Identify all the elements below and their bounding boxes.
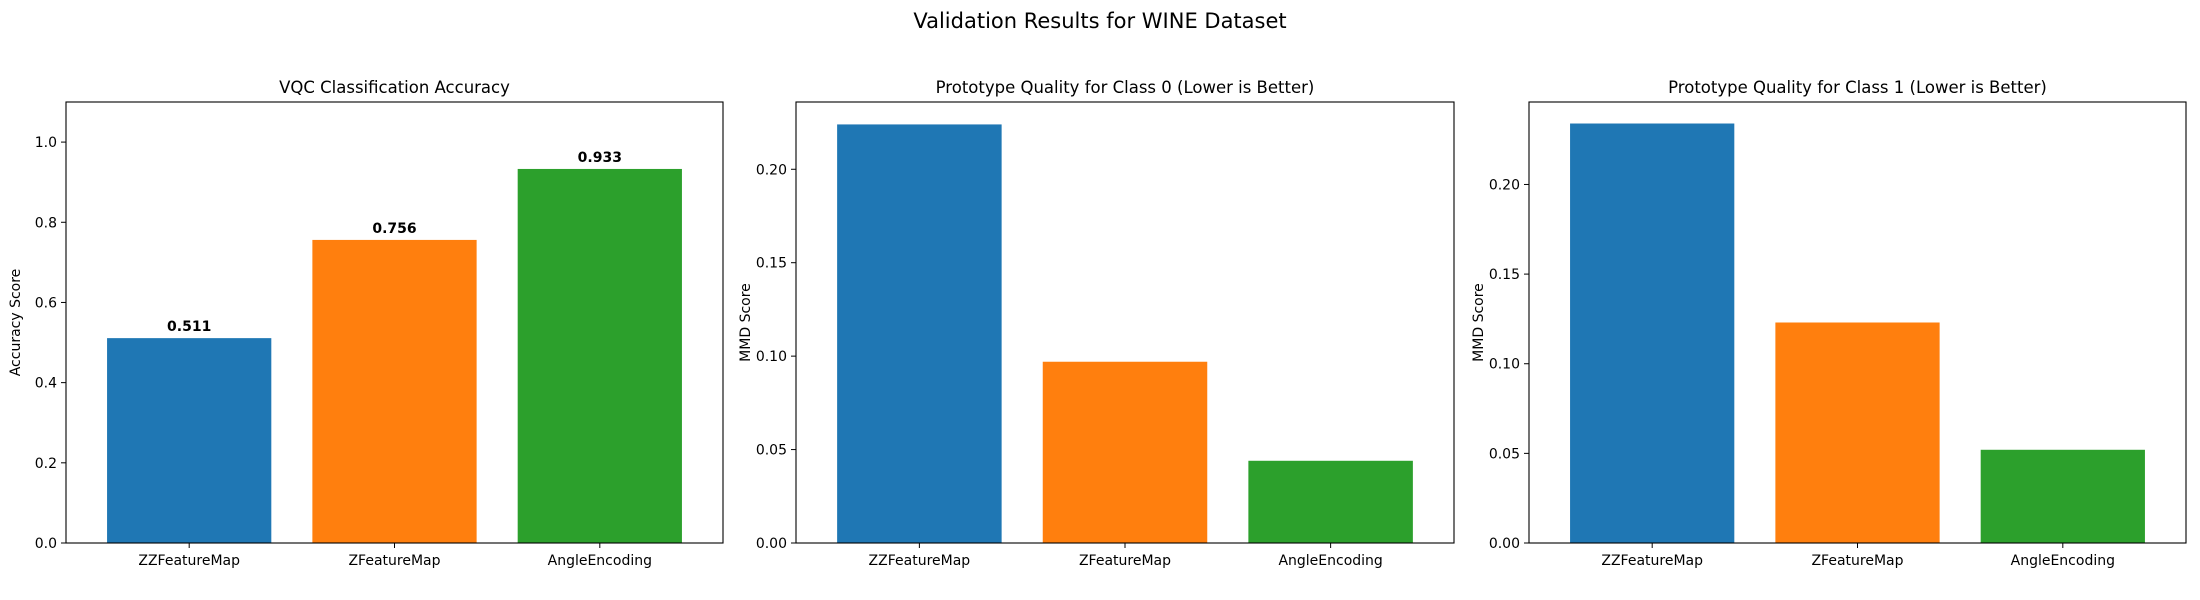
bar-zfeaturemap xyxy=(312,239,477,543)
x-tick-label: ZZFeatureMap xyxy=(869,553,971,569)
bar-zfeaturemap xyxy=(1775,322,1940,543)
bar-angleencoding xyxy=(517,168,682,543)
y-tick-label: 0.2 xyxy=(35,456,57,472)
y-tick-label: 1.0 xyxy=(35,135,57,151)
x-tick-label: AngleEncoding xyxy=(548,553,652,569)
y-tick-label: 0.4 xyxy=(35,376,57,392)
bar-angleencoding xyxy=(1980,449,2145,543)
y-tick-label: 0.05 xyxy=(756,443,787,459)
y-tick-label: 0.0 xyxy=(35,536,57,552)
x-tick-label: AngleEncoding xyxy=(2011,553,2115,569)
bar-zzfeaturemap xyxy=(107,338,272,543)
panel-title: VQC Classification Accuracy xyxy=(279,78,510,97)
x-tick-label: ZFeatureMap xyxy=(1079,553,1171,569)
bar-value-label: 0.511 xyxy=(167,319,211,335)
chart-panel-2: Prototype Quality for Class 0 (Lower is … xyxy=(738,78,1455,569)
bar-angleencoding xyxy=(1248,460,1413,543)
axes-frame xyxy=(1528,101,2187,544)
y-tick-label: 0.10 xyxy=(1489,357,1520,373)
y-tick-label: 0.00 xyxy=(1489,536,1520,552)
y-axis-label: MMD Score xyxy=(738,283,754,362)
x-tick-label: ZZFeatureMap xyxy=(138,553,240,569)
y-tick-label: 0.05 xyxy=(1489,446,1520,462)
axes-frame xyxy=(795,101,1455,544)
bar-value-label: 0.756 xyxy=(372,221,416,237)
x-tick-label: ZFeatureMap xyxy=(348,553,440,569)
chart-panel-1: VQC Classification Accuracy 0.511 ZZFeatur… xyxy=(8,78,724,569)
y-tick-label: 0.20 xyxy=(1489,177,1520,193)
x-tick-label: ZZFeatureMap xyxy=(1601,553,1703,569)
y-tick-label: 0.15 xyxy=(1489,267,1520,283)
bar-zzfeaturemap xyxy=(1570,123,1735,543)
bar-zfeaturemap xyxy=(1042,361,1208,543)
y-tick-label: 0.8 xyxy=(35,215,57,231)
y-tick-label: 0.00 xyxy=(756,536,787,552)
bar-zzfeaturemap xyxy=(837,124,1002,543)
axes-frame xyxy=(65,101,724,544)
y-tick-label: 0.15 xyxy=(756,256,787,272)
y-tick-label: 0.10 xyxy=(756,349,787,365)
y-tick-label: 0.20 xyxy=(756,162,787,178)
panel-title: Prototype Quality for Class 1 (Lower is … xyxy=(1668,78,2047,97)
y-axis-label: MMD Score xyxy=(1471,283,1487,362)
panel-title: Prototype Quality for Class 0 (Lower is … xyxy=(936,78,1315,97)
figure-title: Validation Results for WINE Dataset xyxy=(913,9,1286,33)
y-axis-label: Accuracy Score xyxy=(8,269,24,377)
y-tick-label: 0.6 xyxy=(35,295,57,311)
chart-panel-3: Prototype Quality for Class 1 (Lower is … xyxy=(1471,78,2187,569)
x-tick-label: AngleEncoding xyxy=(1278,553,1382,569)
bar-value-label: 0.933 xyxy=(578,150,622,166)
x-tick-label: ZFeatureMap xyxy=(1811,553,1903,569)
